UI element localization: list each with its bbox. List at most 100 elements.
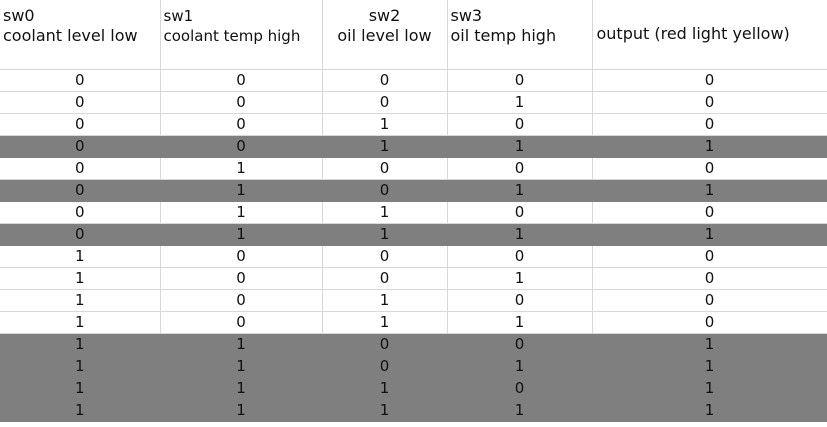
- cell-sw3[interactable]: 1: [447, 91, 593, 114]
- cell-sw2[interactable]: 0: [322, 267, 448, 290]
- cell-output[interactable]: 1: [592, 377, 827, 400]
- cell-sw0[interactable]: 1: [0, 289, 161, 312]
- header-sw1[interactable]: sw1 coolant temp high: [160, 0, 323, 70]
- cell-sw3[interactable]: 1: [447, 223, 593, 246]
- cell-sw3[interactable]: 0: [447, 377, 593, 400]
- cell-sw1[interactable]: 1: [160, 201, 323, 224]
- cell-output[interactable]: 0: [592, 91, 827, 114]
- cell-sw0[interactable]: 0: [0, 179, 161, 202]
- cell-sw1[interactable]: 1: [160, 223, 323, 246]
- cell-sw0[interactable]: 1: [0, 333, 161, 356]
- cell-output[interactable]: 1: [592, 135, 827, 158]
- cell-sw3[interactable]: 1: [447, 399, 593, 422]
- cell-sw3[interactable]: 1: [447, 311, 593, 334]
- cell-sw2[interactable]: 1: [322, 289, 448, 312]
- cell-sw1[interactable]: 0: [160, 311, 323, 334]
- cell-output[interactable]: 1: [592, 399, 827, 422]
- cell-sw2[interactable]: 1: [322, 201, 448, 224]
- cell-sw0[interactable]: 0: [0, 223, 161, 246]
- cell-sw0[interactable]: 1: [0, 377, 161, 400]
- cell-sw1[interactable]: 0: [160, 245, 323, 268]
- cell-sw0[interactable]: 0: [0, 91, 161, 114]
- cell-sw1[interactable]: 0: [160, 69, 323, 92]
- header-output[interactable]: output (red light yellow): [592, 0, 827, 70]
- cell-sw0[interactable]: 0: [0, 135, 161, 158]
- cell-output[interactable]: 0: [592, 113, 827, 136]
- header-sw1-id: sw1: [163, 7, 194, 25]
- cell-sw0[interactable]: 1: [0, 245, 161, 268]
- cell-sw2[interactable]: 1: [322, 223, 448, 246]
- cell-sw2[interactable]: 1: [322, 135, 448, 158]
- cell-sw1[interactable]: 0: [160, 113, 323, 136]
- cell-sw2[interactable]: 0: [322, 157, 448, 180]
- cell-output[interactable]: 0: [592, 157, 827, 180]
- cell-sw2[interactable]: 1: [322, 311, 448, 334]
- header-sw0-id: sw0: [3, 6, 35, 25]
- cell-output[interactable]: 0: [592, 245, 827, 268]
- cell-output[interactable]: 1: [592, 333, 827, 356]
- header-sw0[interactable]: sw0 coolant level low: [0, 0, 161, 70]
- cell-sw2[interactable]: 0: [322, 179, 448, 202]
- cell-sw2[interactable]: 1: [322, 377, 448, 400]
- cell-sw2[interactable]: 0: [322, 355, 448, 378]
- cell-sw3[interactable]: 0: [447, 113, 593, 136]
- header-row: sw0 coolant level low sw1 coolant temp h…: [0, 0, 827, 70]
- cell-output[interactable]: 1: [592, 179, 827, 202]
- cell-sw3[interactable]: 0: [447, 201, 593, 224]
- cell-sw3[interactable]: 0: [447, 289, 593, 312]
- cell-sw0[interactable]: 1: [0, 399, 161, 422]
- cell-sw1[interactable]: 1: [160, 377, 323, 400]
- cell-sw1[interactable]: 1: [160, 157, 323, 180]
- cell-sw3[interactable]: 1: [447, 179, 593, 202]
- cell-sw3[interactable]: 1: [447, 267, 593, 290]
- cell-sw3[interactable]: 0: [447, 333, 593, 356]
- cell-output[interactable]: 0: [592, 311, 827, 334]
- cell-sw1[interactable]: 0: [160, 135, 323, 158]
- cell-sw3[interactable]: 1: [447, 355, 593, 378]
- cell-sw2[interactable]: 0: [322, 91, 448, 114]
- cell-output[interactable]: 0: [592, 69, 827, 92]
- cell-sw2[interactable]: 1: [322, 113, 448, 136]
- cell-output[interactable]: 0: [592, 267, 827, 290]
- cell-output[interactable]: 0: [592, 201, 827, 224]
- cell-sw0[interactable]: 0: [0, 69, 161, 92]
- cell-sw2[interactable]: 0: [322, 245, 448, 268]
- cell-sw1[interactable]: 1: [160, 399, 323, 422]
- cell-sw2[interactable]: 0: [322, 333, 448, 356]
- cell-sw1[interactable]: 1: [160, 355, 323, 378]
- cell-sw1[interactable]: 1: [160, 333, 323, 356]
- cell-sw0[interactable]: 1: [0, 311, 161, 334]
- cell-sw0[interactable]: 0: [0, 201, 161, 224]
- cell-sw0[interactable]: 0: [0, 157, 161, 180]
- header-output-label: output (red light yellow): [596, 24, 790, 44]
- cell-sw3[interactable]: 0: [447, 157, 593, 180]
- cell-sw0[interactable]: 1: [0, 355, 161, 378]
- cell-sw1[interactable]: 0: [160, 267, 323, 290]
- cell-output[interactable]: 0: [592, 289, 827, 312]
- header-sw2-id: sw2: [368, 6, 401, 25]
- cell-sw1[interactable]: 0: [160, 91, 323, 114]
- cell-sw2[interactable]: 0: [322, 69, 448, 92]
- cell-sw0[interactable]: 0: [0, 113, 161, 136]
- cell-sw3[interactable]: 0: [447, 69, 593, 92]
- cell-sw1[interactable]: 0: [160, 289, 323, 312]
- cell-sw0[interactable]: 1: [0, 267, 161, 290]
- header-sw3[interactable]: sw3 oil temp high: [447, 0, 593, 70]
- cell-sw1[interactable]: 1: [160, 179, 323, 202]
- cell-output[interactable]: 1: [592, 223, 827, 246]
- cell-output[interactable]: 1: [592, 355, 827, 378]
- header-sw2[interactable]: sw2 oil level low: [322, 0, 448, 70]
- cell-sw2[interactable]: 1: [322, 399, 448, 422]
- cell-sw3[interactable]: 1: [447, 135, 593, 158]
- cell-sw3[interactable]: 0: [447, 245, 593, 268]
